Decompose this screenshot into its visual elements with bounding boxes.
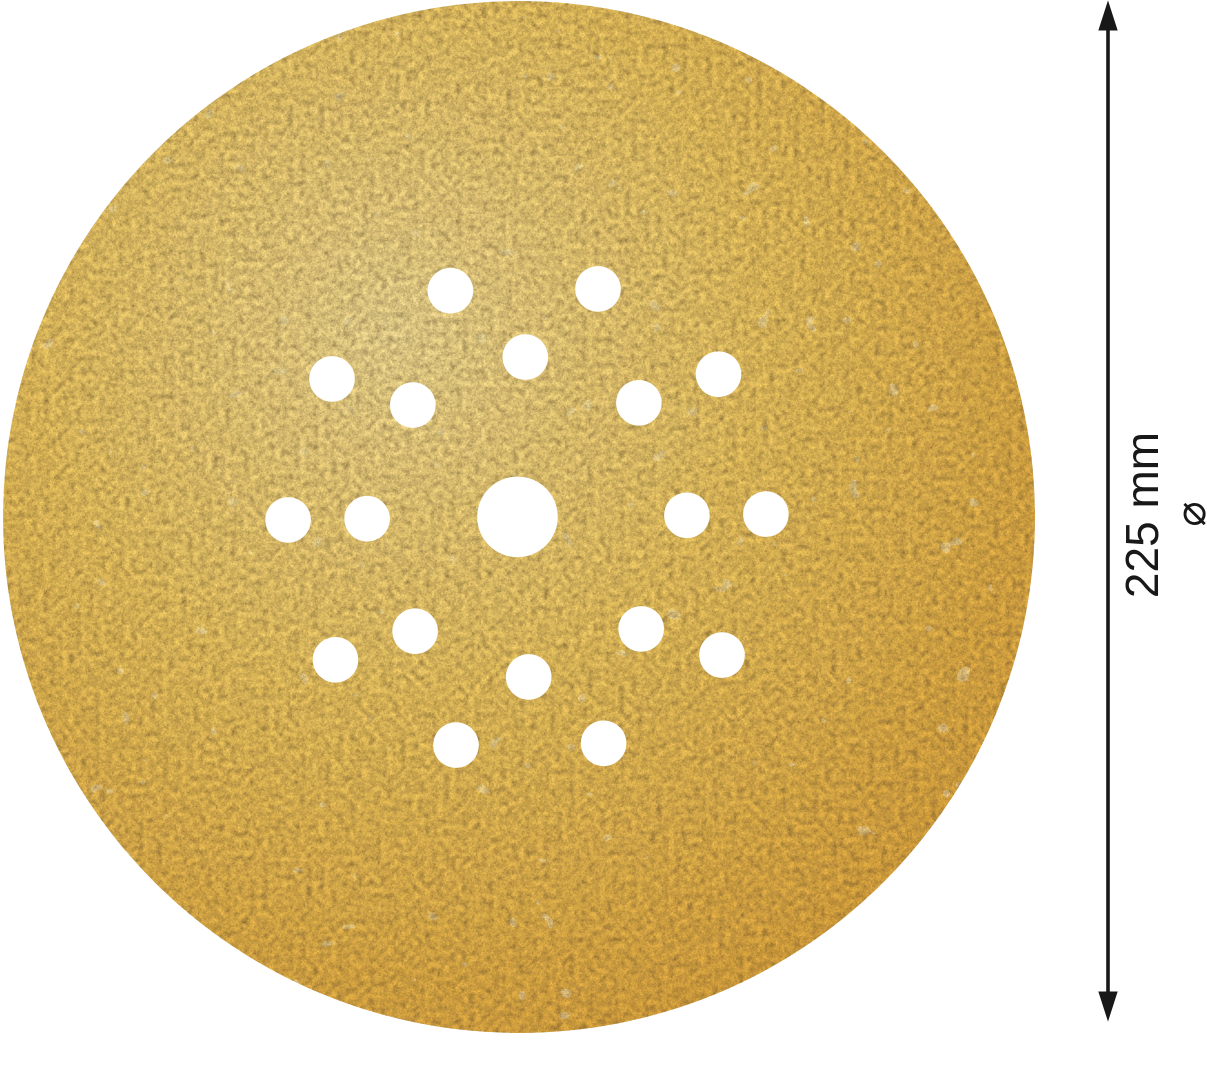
svg-text:⌀: ⌀ xyxy=(1167,501,1207,526)
svg-text:225 mm: 225 mm xyxy=(1116,432,1168,598)
